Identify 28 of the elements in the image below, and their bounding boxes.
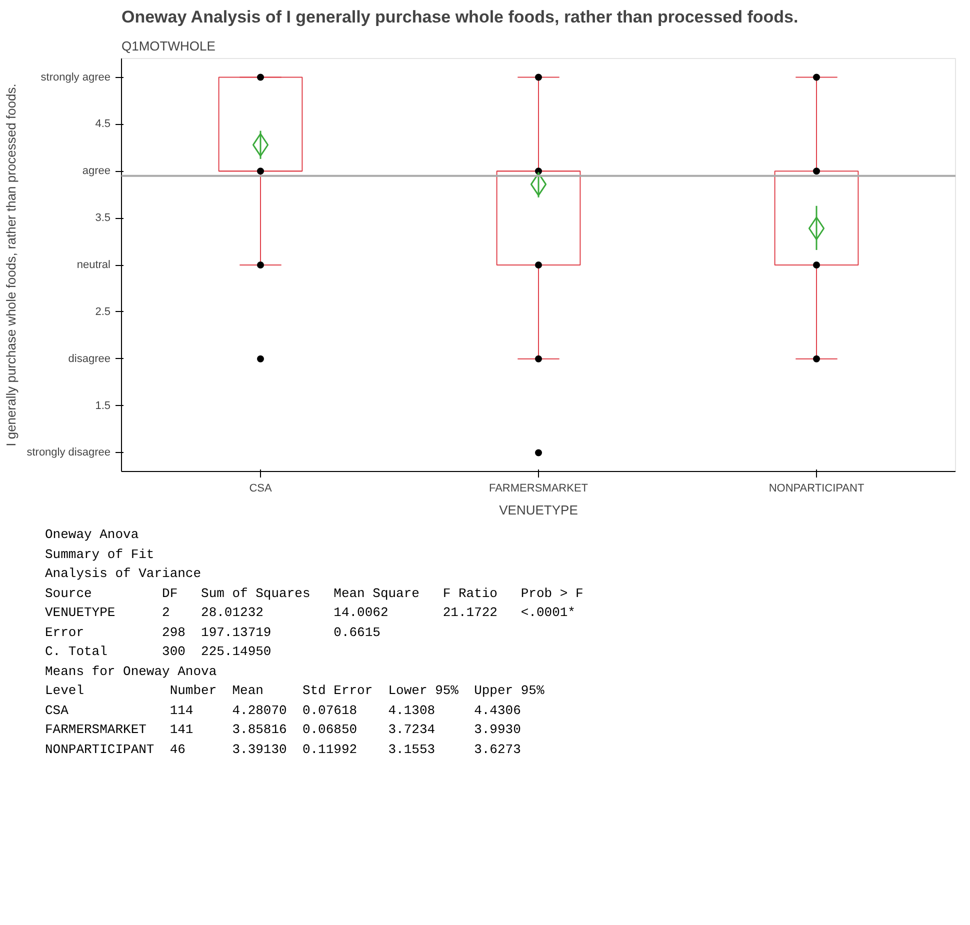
text: Summary of Fit <box>45 546 154 562</box>
text: Oneway Anova <box>45 527 139 542</box>
y-tick-label: neutral <box>76 259 111 271</box>
y-tick-label: disagree <box>68 352 111 365</box>
y-tick-label: 2.5 <box>95 306 111 318</box>
y-tick-label: 3.5 <box>95 212 111 224</box>
text: Analysis of Variance <box>45 566 202 581</box>
y-tick-label: strongly agree <box>40 71 111 84</box>
text: Error 298 197.13719 0.6615 <box>45 624 380 640</box>
text: FARMERSMARKET 141 3.85816 0.06850 3.7234 3.9930 <box>45 722 521 737</box>
text: CSA 114 4.28070 0.07618 4.1308 4.4306 <box>45 702 521 718</box>
x-axis-title: VENUETYPE <box>499 502 578 518</box>
x-tick-label: FARMERSMARKET <box>488 482 588 494</box>
text: NONPARTICIPANT 46 3.39130 0.11992 3.1553 3.6273 <box>45 742 521 756</box>
y-tick-label: agree <box>82 165 111 178</box>
y-axis-title: I generally purchase whole foods, rather than processed foods. <box>4 84 19 446</box>
text: C. Total 300 225.14950 <box>45 644 272 659</box>
x-tick-label: NONPARTICIPANT <box>768 482 864 494</box>
y-tick-label: 1.5 <box>95 400 111 412</box>
chart-subtitle: Q1MOTWHOLE <box>122 38 216 54</box>
chart-title: Oneway Analysis of I generally purchase whole foods, rather than processed foods. <box>122 8 798 26</box>
y-tick-label: strongly disagree <box>26 446 111 459</box>
text: Means for Oneway Anova <box>45 664 217 678</box>
y-tick-label: 4.5 <box>95 118 111 130</box>
x-tick-label: CSA <box>249 482 272 494</box>
text: Level Number Mean Std Error Lower 95% Upper 95% <box>45 683 544 698</box>
source-note: Source DF Sum of Squares Mean Square F Ratio Prob > F <box>45 586 584 600</box>
text: VENUETYPE 2 28.01232 14.0062 21.1722 <.0001* <box>45 605 576 620</box>
